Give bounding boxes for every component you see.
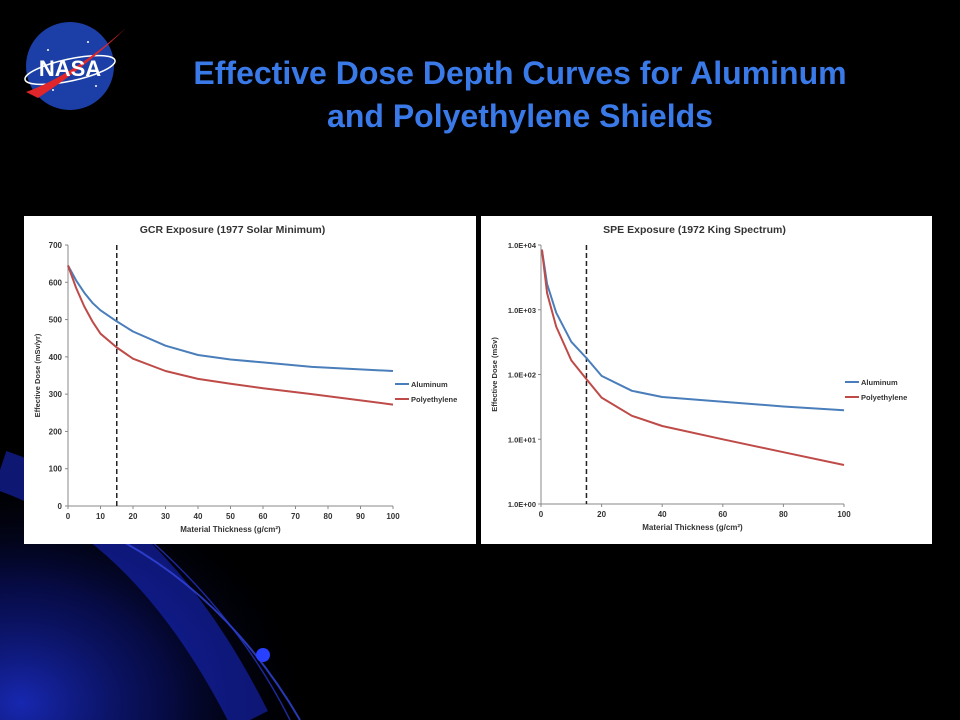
spe-y-tick-label: 1.0E+03: [508, 306, 536, 315]
spe-chart-title: SPE Exposure (1972 King Spectrum): [603, 224, 786, 236]
gcr-x-tick-label: 20: [129, 512, 138, 521]
gcr-x-tick-label: 40: [194, 512, 203, 521]
gcr-x-tick-label: 90: [356, 512, 365, 521]
gcr-y-tick-label: 300: [49, 390, 63, 399]
spe-y-tick-label: 1.0E+02: [508, 371, 536, 380]
gcr-x-tick-label: 0: [66, 512, 71, 521]
gcr-x-tick-label: 50: [226, 512, 235, 521]
nasa-logo: NASA: [24, 22, 126, 110]
spe-x-axis-label: Material Thickness (g/cm²): [642, 523, 743, 532]
slide-title-line-1: Effective Dose Depth Curves for Aluminum: [193, 55, 847, 91]
gcr-series-polyethylene: [67, 265, 394, 406]
spe-chart: SPE Exposure (1972 King Spectrum) 1.0E+00…: [490, 224, 907, 532]
spe-x-tick-label: 20: [597, 510, 606, 519]
spe-series-aluminum: [540, 249, 845, 412]
spe-y-tick-label: 1.0E+01: [508, 435, 536, 444]
gcr-y-tick-label: 700: [49, 241, 63, 250]
spe-y-axis-label: Effective Dose (mSv): [490, 337, 499, 412]
gcr-series-aluminum: [67, 265, 394, 372]
slide-title-line-2: and Polyethylene Shields: [327, 98, 713, 134]
spe-legend-label: Aluminum: [861, 378, 898, 387]
spe-x-tick-label: 80: [779, 510, 788, 519]
spe-y-tick-label: 1.0E+00: [508, 500, 536, 509]
gcr-legend-label: Polyethylene: [411, 395, 457, 404]
gcr-y-tick-label: 200: [49, 427, 63, 436]
spe-x-tick-label: 0: [539, 510, 544, 519]
spe-legend-label: Polyethylene: [861, 393, 907, 402]
gcr-legend-label: Aluminum: [411, 380, 448, 389]
spe-x-tick-label: 40: [658, 510, 667, 519]
spe-x-tick-label: 100: [837, 510, 851, 519]
gcr-x-tick-label: 100: [386, 512, 400, 521]
gcr-x-tick-label: 60: [259, 512, 268, 521]
gcr-chart: GCR Exposure (1977 Solar Minimum)0100200…: [33, 224, 457, 534]
gcr-y-tick-label: 0: [58, 502, 63, 511]
gcr-x-axis-label: Material Thickness (g/cm²): [180, 525, 281, 534]
gcr-x-tick-label: 10: [96, 512, 105, 521]
gcr-y-tick-label: 500: [49, 316, 63, 325]
gcr-y-tick-label: 100: [49, 465, 63, 474]
gcr-chart-title: GCR Exposure (1977 Solar Minimum): [140, 224, 326, 236]
slide-title: Effective Dose Depth Curves for Aluminum…: [120, 52, 920, 138]
spe-y-tick-label: 1.0E+04: [508, 241, 537, 250]
spe-series-polyethylene: [540, 249, 845, 466]
gcr-x-tick-label: 80: [324, 512, 333, 521]
gcr-y-axis-label: Effective Dose (mSv/yr): [33, 333, 42, 417]
gcr-x-tick-label: 70: [291, 512, 300, 521]
spe-x-tick-label: 60: [718, 510, 727, 519]
gcr-y-tick-label: 600: [49, 278, 63, 287]
gcr-x-tick-label: 30: [161, 512, 170, 521]
spe-chart-panel: SPE Exposure (1972 King Spectrum) 1.0E+00…: [481, 216, 932, 544]
gcr-y-tick-label: 400: [49, 353, 63, 362]
nasa-logo-text: NASA: [39, 56, 101, 81]
gcr-chart-panel: GCR Exposure (1977 Solar Minimum) 0 100 200…: [24, 216, 476, 544]
